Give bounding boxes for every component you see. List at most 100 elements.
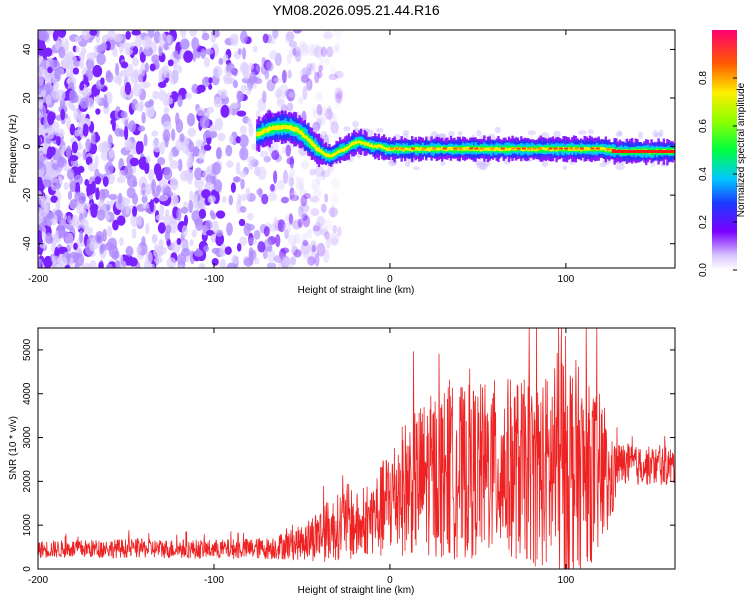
signal-ridge-cell [272,125,275,130]
noise-speckle [168,150,174,163]
noise-speckle [198,263,206,268]
noise-speckle [235,136,241,144]
snr-x-tick-label: 0 [387,575,393,586]
noise-speckle [243,71,250,80]
signal-peak [590,147,595,150]
signal-peak [400,147,405,150]
noise-speckle [79,229,84,244]
noise-speckle [125,30,131,40]
noise-speckle [153,163,162,177]
noise-speckle [77,165,85,174]
noise-speckle [300,239,306,250]
noise-speckle [71,141,78,154]
noise-speckle [257,241,266,253]
noise-speckle [303,192,311,200]
noise-speckle [262,90,267,104]
signal-ridge-cell [465,146,468,151]
noise-speckle [440,161,446,166]
noise-speckle [272,216,279,231]
noise-speckle [375,127,384,133]
noise-speckle [153,246,163,259]
noise-speckle [289,168,295,177]
noise-speckle [186,155,194,168]
noise-speckle [311,61,317,76]
signal-ridge-cell [293,127,296,132]
noise-speckle [293,30,302,34]
noise-speckle [280,196,289,204]
noise-speckle [155,214,164,221]
noise-speckle [289,176,295,187]
noise-speckle [285,35,292,44]
noise-speckle [136,215,142,226]
noise-speckle [69,154,79,162]
noise-speckle [298,188,308,198]
signal-ridge-cell [256,131,259,137]
signal-ridge-cell [583,146,586,151]
noise-speckle [79,97,89,109]
signal-peak [558,147,563,150]
noise-speckle [248,237,254,245]
noise-speckle [156,184,162,194]
noise-speckle [301,66,312,77]
noise-speckle [281,69,287,84]
noise-speckle [232,80,239,89]
noise-speckle [300,202,308,210]
noise-speckle [323,31,333,40]
noise-speckle [38,148,46,155]
noise-speckle [141,202,150,209]
signal-ridge-cell [266,127,270,133]
noise-speckle [44,47,53,57]
signal-ridge-cell [398,147,402,151]
signal-ridge-cell [324,153,328,157]
noise-speckle [189,30,198,37]
signal-ridge-cell [428,147,432,152]
noise-speckle [163,166,173,181]
noise-speckle [240,178,245,190]
noise-speckle [329,45,338,54]
noise-speckle [176,253,187,266]
noise-speckle [81,118,91,128]
noise-speckle [63,181,69,191]
signal-ridge-cell [551,148,555,152]
noise-speckle [60,230,70,239]
noise-speckle [132,83,143,97]
spectrogram-x-tick-label: -100 [204,274,224,285]
signal-ridge-cell [486,147,490,151]
signal-ridge-cell [527,147,530,152]
noise-speckle [213,65,223,79]
signal-ridge-cell [344,147,347,151]
noise-speckle [83,76,88,83]
noise-speckle [180,30,187,39]
noise-speckle [284,88,295,98]
noise-speckle [95,108,101,115]
noise-speckle [116,215,126,226]
signal-ridge-cell [477,147,481,151]
signal-peak [611,149,675,153]
signal-ridge-cell [328,154,331,158]
signal-ridge-cell [326,153,329,158]
signal-ridge-cell [347,145,351,149]
noise-speckle [285,144,292,157]
noise-speckle [194,167,203,181]
noise-speckle [47,66,53,74]
spectrogram-marks [38,30,675,268]
noise-speckle [323,231,331,240]
noise-speckle [281,146,286,154]
noise-speckle [293,46,301,58]
noise-speckle [282,169,289,184]
noise-speckle [237,48,242,55]
noise-speckle [131,30,141,36]
noise-speckle [303,248,313,260]
noise-speckle [310,43,320,57]
noise-speckle [79,59,85,69]
noise-speckle [158,67,167,82]
signal-ridge-cell [384,147,388,150]
noise-speckle [239,125,247,135]
noise-speckle [191,210,202,223]
noise-speckle [527,130,536,136]
noise-speckle [299,176,305,191]
noise-speckle [158,90,167,102]
noise-speckle [181,225,188,238]
noise-speckle [124,137,132,151]
signal-ridge-cell [448,146,451,150]
